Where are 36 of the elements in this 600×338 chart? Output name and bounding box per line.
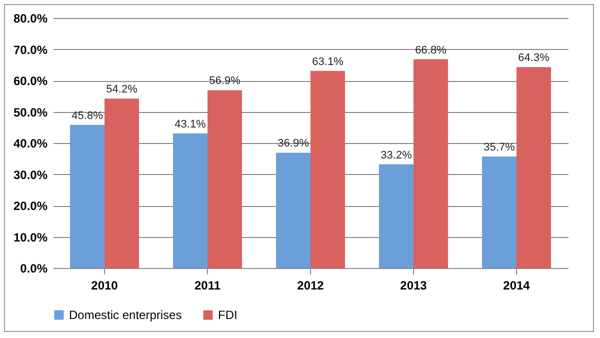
data-label: 56.9% xyxy=(209,75,241,88)
data-label: 63.1% xyxy=(312,56,344,68)
y-tick-label: 30.0% xyxy=(13,168,48,182)
bar xyxy=(276,152,310,268)
legend-label: FDI xyxy=(218,308,238,322)
bar xyxy=(516,67,552,268)
data-label: 54.2% xyxy=(106,84,138,96)
data-label: 33.2% xyxy=(380,149,412,162)
x-tick-label: 2010 xyxy=(91,278,118,292)
bar xyxy=(482,156,516,268)
y-tick-label: 0.0% xyxy=(20,262,48,276)
data-label: 64.3% xyxy=(518,52,550,64)
data-label: 45.8% xyxy=(72,110,104,122)
bar xyxy=(172,133,208,268)
legend-label: Domestic enterprises xyxy=(69,308,182,322)
data-label: 43.1% xyxy=(174,118,206,130)
y-tick-label: 80.0% xyxy=(13,12,48,26)
x-tick-label: 2012 xyxy=(297,278,324,292)
data-label: 66.8% xyxy=(415,44,447,56)
y-tick-label: 40.0% xyxy=(13,136,48,150)
y-tick-label: 70.0% xyxy=(13,42,48,57)
y-tick-label: 60.0% xyxy=(13,74,48,88)
bar xyxy=(70,124,104,268)
bar xyxy=(378,164,414,268)
data-label: 36.9% xyxy=(278,138,310,150)
bar xyxy=(310,70,346,268)
y-tick-label: 20.0% xyxy=(13,199,48,213)
bar xyxy=(414,59,448,268)
y-tick-label: 50.0% xyxy=(13,105,48,120)
x-tick-label: 2011 xyxy=(194,278,221,292)
bar xyxy=(208,90,242,268)
y-tick-label: 10.0% xyxy=(13,230,48,244)
x-tick-label: 2013 xyxy=(400,278,428,292)
bar xyxy=(104,98,140,268)
x-tick-label: 2014 xyxy=(503,278,530,292)
data-label: 35.7% xyxy=(484,141,516,154)
